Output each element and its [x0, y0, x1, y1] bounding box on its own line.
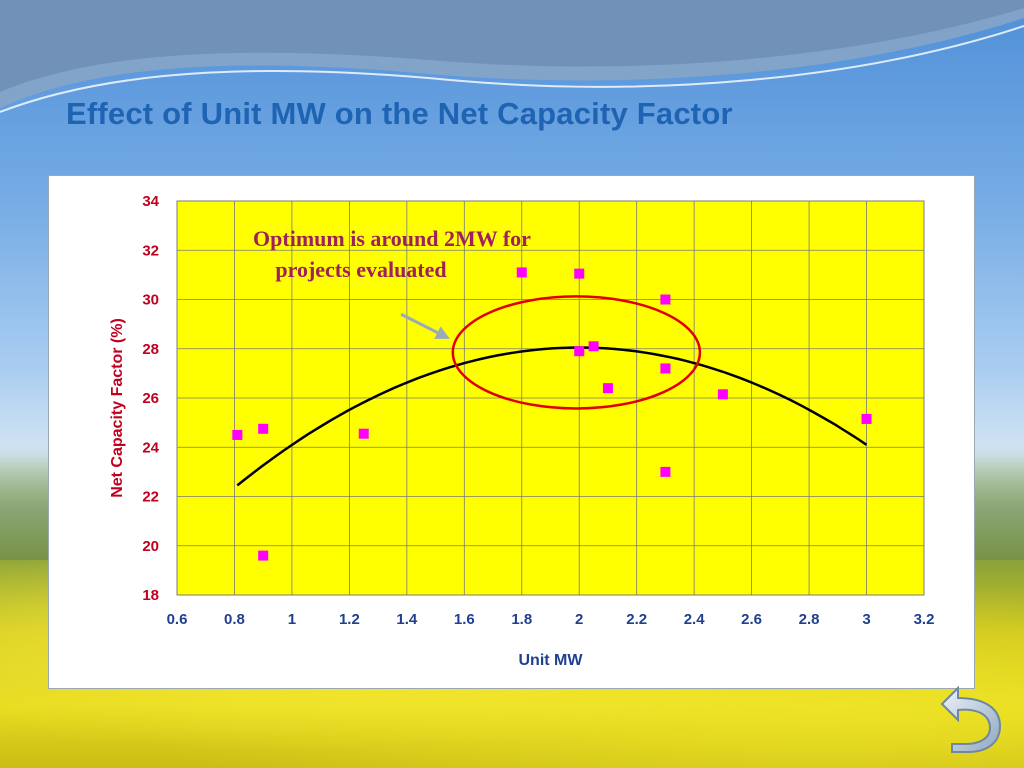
- data-point: [258, 550, 269, 561]
- return-arrow-icon[interactable]: [938, 678, 1004, 754]
- data-point: [717, 389, 728, 400]
- x-tick-label: 1.4: [396, 611, 418, 628]
- x-axis-label: Unit MW: [519, 652, 584, 669]
- annotation-arrow-head: [434, 326, 450, 339]
- annotation-arrow: [400, 312, 442, 336]
- y-tick-label: 30: [142, 292, 159, 309]
- y-tick-label: 22: [142, 489, 159, 506]
- data-point: [861, 413, 872, 424]
- y-tick-label: 20: [142, 538, 159, 555]
- data-point: [660, 466, 671, 477]
- x-tick-label: 3: [862, 611, 870, 628]
- data-point: [574, 268, 585, 279]
- x-tick-label: 2.2: [626, 611, 647, 628]
- scatter-chart: 0.6 0.8 1 1.2 1.4 1.6 1.8 2 2.2 2.4 2.6 2.8 3 3.2 18 20…: [109, 193, 934, 669]
- x-tick-label: 1.6: [454, 611, 475, 628]
- tick-labels: 0.6 0.8 1 1.2 1.4 1.6 1.8 2 2.2 2.4 2.6 2.8 3 3.2 18 20…: [142, 193, 934, 628]
- x-tick-label: 1.8: [511, 611, 532, 628]
- chart-panel: 0.6 0.8 1 1.2 1.4 1.6 1.8 2 2.2 2.4 2.6 2.8 3 3.2 18 20…: [48, 175, 975, 689]
- header-swoosh: [0, 0, 1024, 113]
- data-point: [574, 346, 585, 357]
- data-point: [258, 423, 269, 434]
- slide-title: Effect of Unit MW on the Net Capacity Fa…: [66, 96, 733, 131]
- data-point: [602, 383, 613, 394]
- x-tick-label: 1.2: [339, 611, 360, 628]
- y-tick-label: 32: [142, 242, 159, 259]
- gridlines: [176, 200, 925, 596]
- trend-line: [236, 346, 868, 487]
- annotation-text-line2: projects evaluated: [275, 257, 446, 282]
- x-tick-label: 0.8: [224, 611, 245, 628]
- data-point: [516, 267, 527, 278]
- optimum-circle: [451, 295, 702, 410]
- y-axis-label: Net Capacity Factor (%): [109, 318, 126, 498]
- x-tick-label: 0.6: [167, 611, 188, 628]
- y-tick-label: 24: [142, 439, 159, 456]
- x-tick-label: 2.6: [741, 611, 762, 628]
- data-point: [588, 341, 599, 352]
- y-tick-label: 28: [142, 341, 159, 358]
- y-tick-label: 26: [142, 390, 159, 407]
- data-point: [232, 429, 243, 440]
- data-points: [232, 267, 872, 561]
- data-point: [660, 363, 671, 374]
- data-point: [358, 428, 369, 439]
- y-tick-label: 34: [142, 193, 159, 210]
- x-tick-label: 2.8: [799, 611, 820, 628]
- x-tick-label: 1: [288, 611, 296, 628]
- x-tick-label: 3.2: [914, 611, 935, 628]
- data-point: [660, 294, 671, 305]
- annotation-text-line1: Optimum is around 2MW for: [253, 226, 531, 251]
- x-tick-label: 2.4: [684, 611, 706, 628]
- y-tick-label: 18: [142, 587, 159, 604]
- x-tick-label: 2: [575, 611, 583, 628]
